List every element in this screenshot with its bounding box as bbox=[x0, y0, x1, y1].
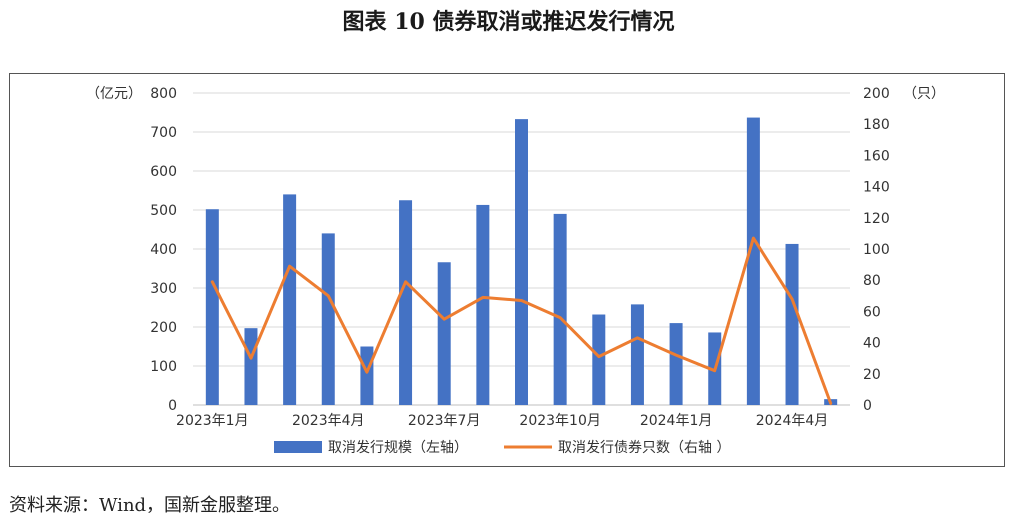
chart-frame: 0 100 200 300 400 500 600 700 800 0 20 40 60 80 100 120… bbox=[9, 73, 1005, 467]
figure-title: 图表 10 债券取消或推迟发行情况 bbox=[342, 9, 675, 35]
bar bbox=[205, 209, 219, 405]
bar bbox=[244, 328, 258, 405]
x-axis-tick-label: 2024年4月 bbox=[756, 413, 829, 429]
legend-swatch-bar bbox=[274, 441, 322, 453]
right-axis-tick-label: 200 bbox=[863, 86, 890, 102]
right-axis-tick-label: 120 bbox=[863, 211, 890, 227]
legend-label-line: 取消发行债券只数（右轴 ） bbox=[558, 440, 730, 456]
left-axis-tick-label: 700 bbox=[150, 125, 177, 141]
left-axis-tick-label: 600 bbox=[150, 164, 177, 180]
left-axis-tick-label: 300 bbox=[150, 281, 177, 297]
right-axis-tick-label: 100 bbox=[863, 242, 890, 258]
bar bbox=[553, 213, 567, 405]
x-axis-tick-label: 2023年4月 bbox=[292, 413, 365, 429]
right-axis-tick-label: 40 bbox=[863, 336, 881, 352]
bar bbox=[321, 233, 335, 405]
left-axis-unit-label: （亿元） bbox=[86, 86, 142, 102]
x-axis-tick-label: 2023年1月 bbox=[176, 413, 249, 429]
bar bbox=[630, 304, 644, 405]
x-axis-tick-label: 2023年10月 bbox=[519, 413, 600, 429]
bar bbox=[283, 194, 297, 405]
left-axis-tick-label: 800 bbox=[150, 86, 177, 102]
right-axis-tick-label: 0 bbox=[863, 398, 872, 414]
bar bbox=[437, 262, 451, 405]
left-axis-tick-label: 0 bbox=[168, 398, 177, 414]
line-series bbox=[210, 236, 833, 405]
legend-label-bar: 取消发行规模（左轴） bbox=[328, 440, 468, 456]
right-axis-tick-label: 160 bbox=[863, 148, 890, 164]
bar bbox=[360, 346, 374, 405]
right-axis-tick-label: 20 bbox=[863, 367, 881, 383]
right-axis-unit-label: （只） bbox=[903, 86, 945, 102]
left-axis-tick-label: 400 bbox=[150, 242, 177, 258]
bar bbox=[399, 200, 413, 405]
x-axis-tick-label: 2023年7月 bbox=[408, 413, 481, 429]
bar bbox=[785, 243, 799, 405]
right-axis-tick-label: 140 bbox=[863, 180, 890, 196]
right-axis-tick-label: 180 bbox=[863, 117, 890, 133]
left-axis-tick-label: 200 bbox=[150, 320, 177, 336]
right-axis-tick-label: 80 bbox=[863, 273, 881, 289]
bar bbox=[592, 314, 606, 405]
left-axis-tick-label: 100 bbox=[150, 359, 177, 375]
bar bbox=[746, 117, 760, 405]
bar bbox=[669, 323, 683, 405]
bar bbox=[515, 119, 528, 405]
right-axis-tick-label: 60 bbox=[863, 304, 881, 320]
bar bbox=[476, 204, 490, 405]
left-axis-tick-label: 500 bbox=[150, 203, 177, 219]
source-note: 资料来源：Wind，国新金服整理。 bbox=[9, 495, 291, 516]
combo-chart: 0 100 200 300 400 500 600 700 800 0 20 40 60 80 100 120… bbox=[86, 86, 945, 456]
x-axis-tick-label: 2024年1月 bbox=[640, 413, 713, 429]
